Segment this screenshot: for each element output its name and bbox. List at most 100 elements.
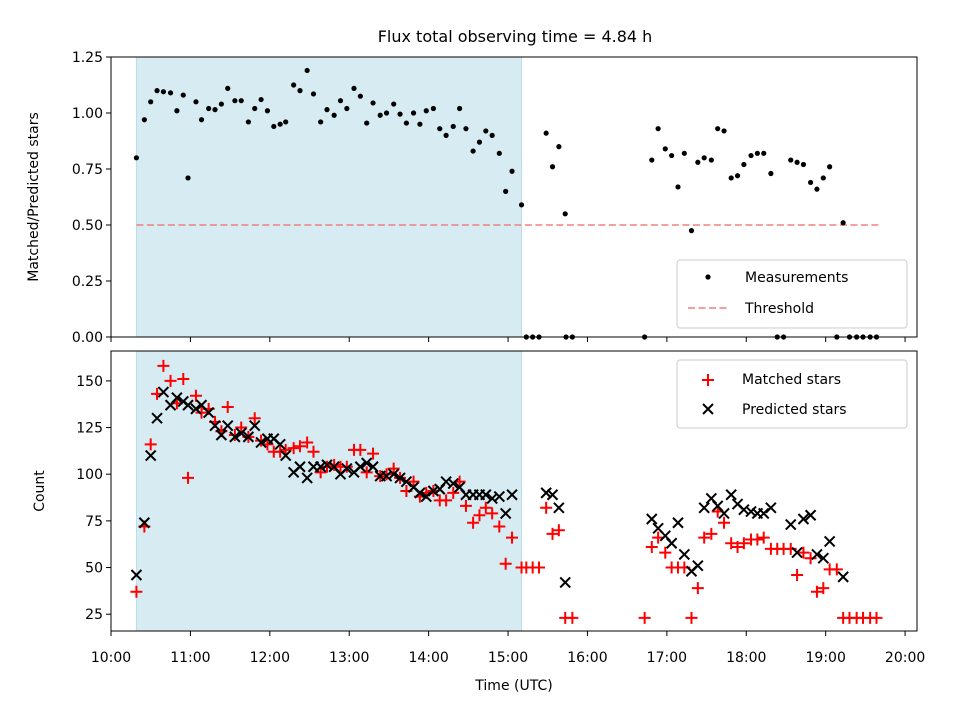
predicted-star-point <box>367 461 379 473</box>
measurement-point <box>167 90 174 96</box>
bottom-legend-box <box>676 359 908 429</box>
predicted-star-point <box>341 462 353 475</box>
predicted-star-point <box>387 468 400 480</box>
predicted-star-point <box>274 438 286 451</box>
y-tick-label: 75 <box>85 514 103 530</box>
top-shaded-region <box>135 56 523 338</box>
predicted-star-point <box>182 399 194 411</box>
predicted-star-point <box>804 509 817 521</box>
measurement-point <box>148 99 154 105</box>
predicted-star-point <box>738 503 750 516</box>
measurement-point <box>291 82 297 88</box>
measurement-point <box>701 155 707 161</box>
measurement-point <box>417 121 423 127</box>
matched-star-point <box>645 541 658 553</box>
measurement-point <box>800 161 807 168</box>
bottom-legend: Matched stars Predicted stars <box>676 359 908 429</box>
chart-title: Flux total observing time = 4.84 h <box>378 27 653 46</box>
matched-star-point <box>387 462 400 475</box>
bottom-x-axis: 10:00 11:00 12:00 13:00 14:00 15:00 16:00 17:00… <box>91 631 925 666</box>
measurement-point <box>457 105 463 112</box>
y-tick-label: 25 <box>85 607 103 623</box>
measurement-point <box>754 150 760 156</box>
predicted-star-point <box>665 537 678 549</box>
x-tick-label: 10:00 <box>91 650 131 666</box>
measurement-point <box>264 108 271 114</box>
measurement-point <box>225 85 231 91</box>
measurement-point <box>476 139 483 145</box>
matched-star-point <box>447 486 460 499</box>
measurement-point <box>357 93 363 99</box>
predicted-star-point <box>420 490 432 503</box>
measurement-point <box>807 179 814 186</box>
matched-stars-points <box>130 359 883 624</box>
predicted-star-point <box>242 431 255 443</box>
bottom-y-axis: 25 50 75 100 125 150 <box>76 374 111 623</box>
measurement-point <box>820 175 826 181</box>
measurement-point <box>206 105 212 112</box>
predicted-star-point <box>235 427 247 439</box>
predicted-star-point <box>354 461 367 473</box>
predicted-star-point <box>797 513 810 525</box>
matched-star-point <box>248 412 261 425</box>
measurement-point <box>450 123 456 130</box>
matched-star-point <box>235 421 248 434</box>
measurement-point <box>133 155 140 161</box>
bottom-shaded-region <box>135 350 523 632</box>
matched-star-point <box>274 445 287 458</box>
matched-star-point <box>367 447 380 460</box>
x-tick-label: 16:00 <box>567 650 607 666</box>
predicted-star-point <box>209 419 221 432</box>
legend-measurements-marker <box>705 274 711 280</box>
bottom-plot-frame <box>110 350 918 632</box>
matched-star-point <box>718 516 731 529</box>
x-tick-label: 12:00 <box>250 650 290 666</box>
matched-star-point <box>870 611 883 624</box>
matched-star-point <box>144 438 157 451</box>
measurement-point <box>496 150 502 156</box>
measurement-point <box>463 126 469 132</box>
matched-star-point <box>566 611 579 624</box>
measurement-point <box>258 96 264 103</box>
matched-star-point <box>830 563 843 576</box>
measurement-point <box>649 157 655 163</box>
x-tick-label: 15:00 <box>488 650 528 666</box>
measurement-point <box>662 146 668 152</box>
y-tick-label: 100 <box>76 467 103 483</box>
legend-predicted-label: Predicted stars <box>742 402 847 418</box>
measurement-point <box>218 101 224 107</box>
top-y-axis-label: Matched/Predicted stars <box>26 112 42 282</box>
matched-star-point <box>540 501 553 514</box>
predicted-star-point <box>447 477 459 490</box>
matched-star-point <box>533 561 546 574</box>
matched-star-point <box>130 585 143 598</box>
y-tick-label: 50 <box>85 561 103 577</box>
matched-star-point <box>314 466 327 479</box>
predicted-star-point <box>817 552 830 564</box>
matched-star-point <box>499 557 512 570</box>
measurement-point <box>351 85 357 91</box>
matched-star-point <box>320 460 333 473</box>
predicted-star-point <box>301 472 313 484</box>
x-tick-label: 11:00 <box>170 650 210 666</box>
matched-star-point <box>479 501 492 514</box>
predicted-star-point <box>559 576 571 589</box>
measurement-point <box>768 170 774 177</box>
predicted-star-point <box>157 386 170 398</box>
top-y-axis: 0.00 0.25 0.50 0.75 1.00 1.25 <box>72 50 111 346</box>
top-plot-frame <box>110 56 918 338</box>
measurement-point <box>364 120 370 126</box>
measurement-point <box>814 186 820 192</box>
predicted-star-point <box>493 490 506 503</box>
predicted-star-point <box>229 431 241 443</box>
predicted-star-point <box>692 559 704 572</box>
predicted-star-point <box>314 461 327 473</box>
measurement-point <box>271 123 277 130</box>
predicted-star-point <box>394 472 406 484</box>
measurement-point <box>232 98 238 104</box>
measurement-point <box>297 88 303 94</box>
matched-star-point <box>440 494 453 507</box>
predicted-star-point <box>725 489 737 501</box>
matched-star-point <box>506 531 519 544</box>
